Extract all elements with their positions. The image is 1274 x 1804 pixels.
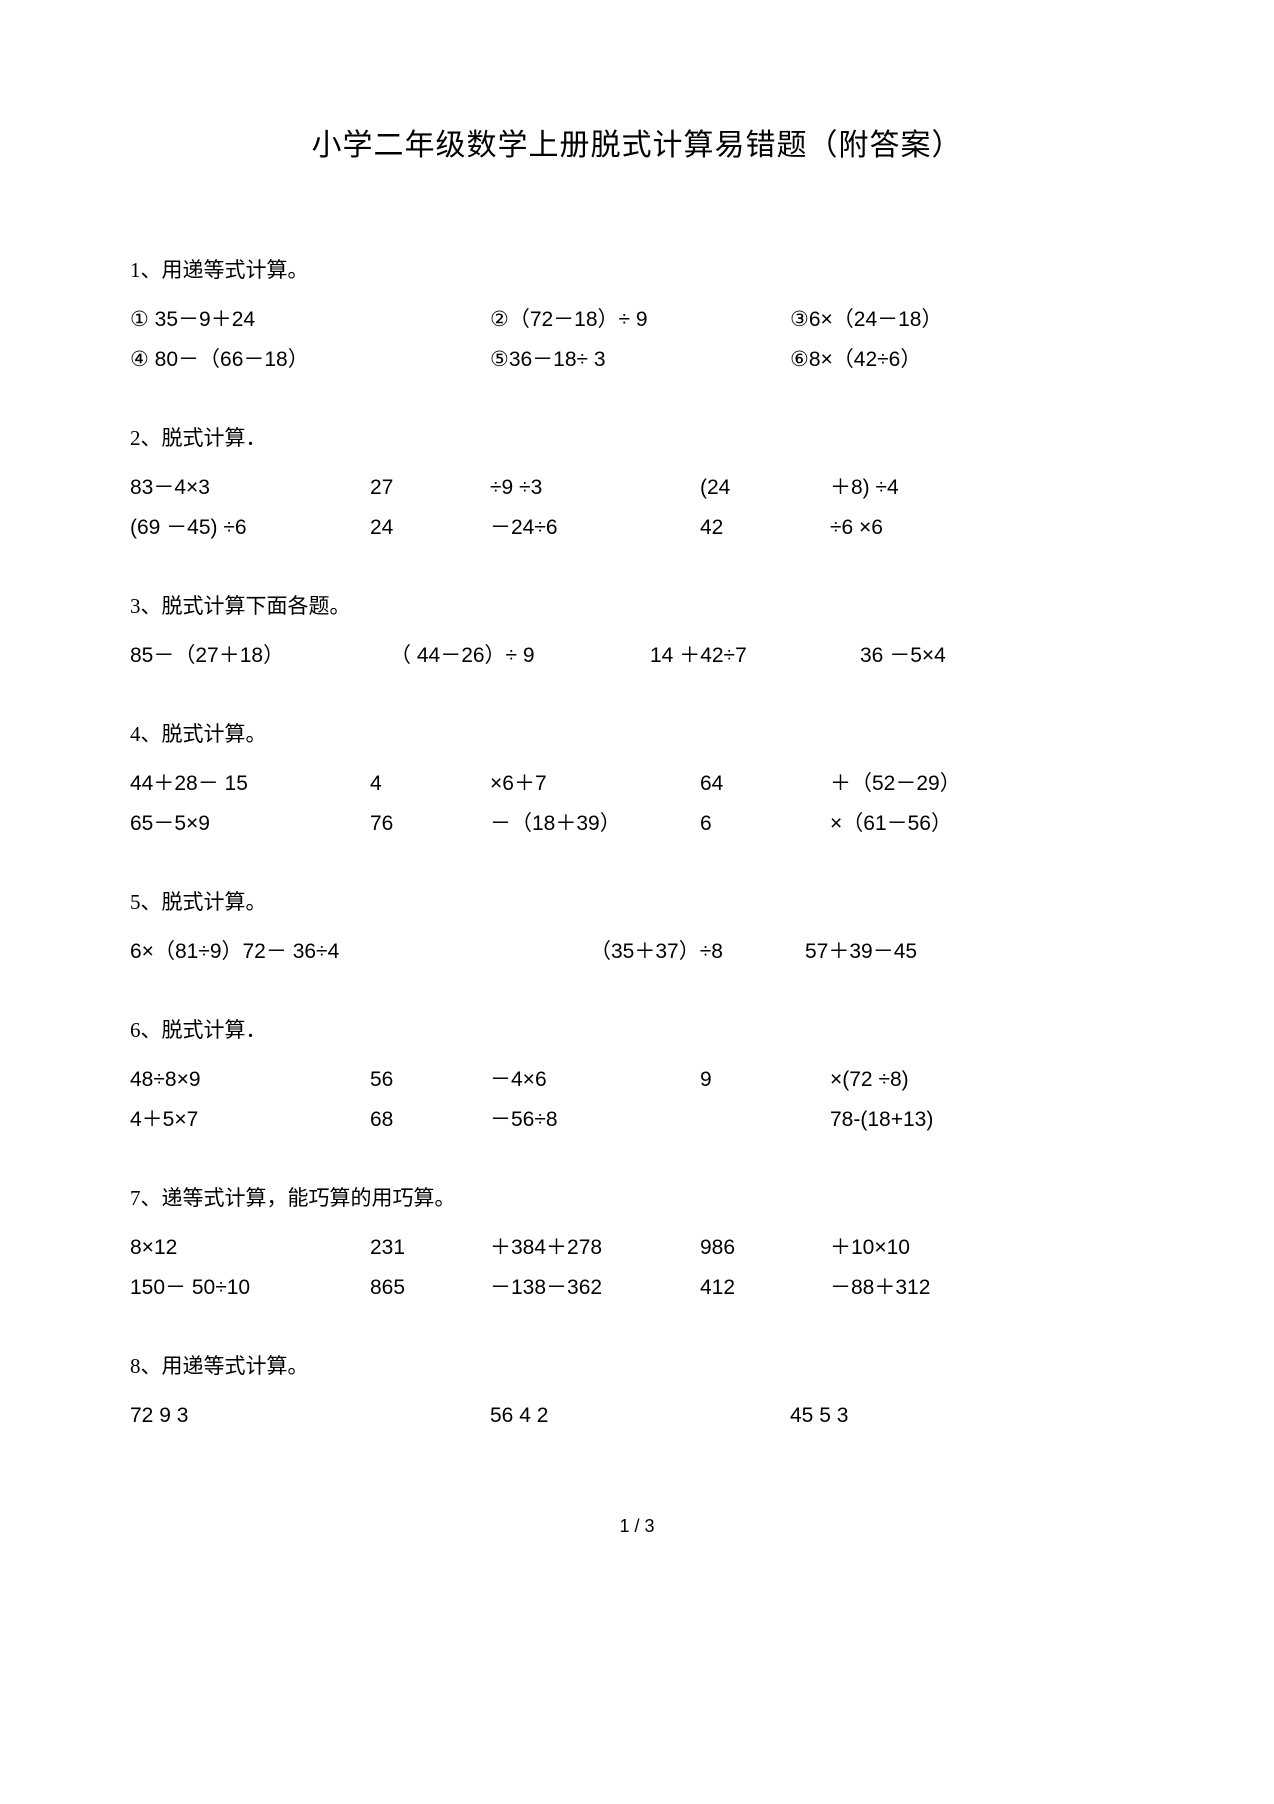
cell: 9 [700, 1060, 830, 1100]
cell: 6 [700, 804, 830, 844]
cell: 8×12 [130, 1228, 370, 1268]
cell: 865 [370, 1268, 490, 1308]
cell: 45 5 3 [790, 1396, 1144, 1436]
cell: ⑥8×（42÷6） [790, 340, 1144, 380]
cell: ＋10×10 [830, 1228, 1144, 1268]
section-7-label: 7、递等式计算，能巧算的用巧算。 [130, 1182, 1144, 1212]
cell: 42 [700, 508, 830, 548]
cell: ＋384＋278 [490, 1228, 700, 1268]
s4-row1: 44＋28－ 15 4 ×6＋7 64 ＋（52－29） [130, 764, 1144, 804]
cell: ②（72－18）÷ 9 [490, 300, 790, 340]
cell: 48÷8×9 [130, 1060, 370, 1100]
cell: （35＋37）÷8 [590, 932, 805, 972]
cell: 27 [370, 468, 490, 508]
cell: －56÷8 [490, 1100, 700, 1140]
cell: ×(72 ÷8) [830, 1060, 1144, 1100]
cell: (24 [700, 468, 830, 508]
cell [700, 1100, 830, 1140]
cell: 412 [700, 1268, 830, 1308]
cell: ③6×（24－18） [790, 300, 1144, 340]
cell: （ 44－26）÷ 9 [390, 636, 650, 676]
s1-row2: ④ 80－（66－18） ⑤36－18÷ 3 ⑥8×（42÷6） [130, 340, 1144, 380]
cell: 83－4×3 [130, 468, 370, 508]
cell: 72 9 3 [130, 1396, 490, 1436]
s8-row1: 72 9 3 56 4 2 45 5 3 [130, 1396, 1144, 1436]
cell: 36 －5×4 [860, 636, 1144, 676]
section-6-label: 6、脱式计算． [130, 1014, 1144, 1044]
cell: 4 [370, 764, 490, 804]
cell: －（18＋39） [490, 804, 700, 844]
section-2-label: 2、脱式计算． [130, 422, 1144, 452]
cell: 76 [370, 804, 490, 844]
cell: 150－ 50÷10 [130, 1268, 370, 1308]
s7-row2: 150－ 50÷10 865 －138－362 412 －88＋312 [130, 1268, 1144, 1308]
cell: ＋（52－29） [830, 764, 1144, 804]
section-8-label: 8、用递等式计算。 [130, 1350, 1144, 1380]
s3-row1: 85－（27＋18） （ 44－26）÷ 9 14 ＋42÷7 36 －5×4 [130, 636, 1144, 676]
cell: ④ 80－（66－18） [130, 340, 490, 380]
cell: －4×6 [490, 1060, 700, 1100]
cell: 6×（81÷9）72－ 36÷4 [130, 932, 590, 972]
cell: 24 [370, 508, 490, 548]
section-1-label: 1、用递等式计算。 [130, 254, 1144, 284]
s4-row2: 65－5×9 76 －（18＋39） 6 ×（61－56） [130, 804, 1144, 844]
cell: 65－5×9 [130, 804, 370, 844]
section-3-label: 3、脱式计算下面各题。 [130, 590, 1144, 620]
cell: －138－362 [490, 1268, 700, 1308]
cell: (69 －45) ÷6 [130, 508, 370, 548]
s1-row1: ① 35－9＋24 ②（72－18）÷ 9 ③6×（24－18） [130, 300, 1144, 340]
section-5-label: 5、脱式计算。 [130, 886, 1144, 916]
section-4-label: 4、脱式计算。 [130, 718, 1144, 748]
cell: －24÷6 [490, 508, 700, 548]
cell: ＋8) ÷4 [830, 468, 1144, 508]
cell: 4＋5×7 [130, 1100, 370, 1140]
cell: ÷6 ×6 [830, 508, 1144, 548]
cell: 64 [700, 764, 830, 804]
s5-row1: 6×（81÷9）72－ 36÷4 （35＋37）÷8 57＋39－45 [130, 932, 1144, 972]
s6-row1: 48÷8×9 56 －4×6 9 ×(72 ÷8) [130, 1060, 1144, 1100]
cell: 56 4 2 [490, 1396, 790, 1436]
cell: 986 [700, 1228, 830, 1268]
cell: 68 [370, 1100, 490, 1140]
cell: 14 ＋42÷7 [650, 636, 860, 676]
cell: 56 [370, 1060, 490, 1100]
cell: ⑤36－18÷ 3 [490, 340, 790, 380]
cell: ×6＋7 [490, 764, 700, 804]
page-number: 1 / 3 [130, 1516, 1144, 1537]
s7-row1: 8×12 231 ＋384＋278 986 ＋10×10 [130, 1228, 1144, 1268]
cell: ×（61－56） [830, 804, 1144, 844]
cell: 85－（27＋18） [130, 636, 390, 676]
cell: 78-(18+13) [830, 1100, 1144, 1140]
page-title: 小学二年级数学上册脱式计算易错题（附答案） [130, 120, 1144, 164]
s6-row2: 4＋5×7 68 －56÷8 78-(18+13) [130, 1100, 1144, 1140]
cell: 57＋39－45 [805, 932, 1144, 972]
cell: ÷9 ÷3 [490, 468, 700, 508]
s2-row2: (69 －45) ÷6 24 －24÷6 42 ÷6 ×6 [130, 508, 1144, 548]
cell: 231 [370, 1228, 490, 1268]
cell: 44＋28－ 15 [130, 764, 370, 804]
s2-row1: 83－4×3 27 ÷9 ÷3 (24 ＋8) ÷4 [130, 468, 1144, 508]
cell: ① 35－9＋24 [130, 300, 490, 340]
cell: －88＋312 [830, 1268, 1144, 1308]
